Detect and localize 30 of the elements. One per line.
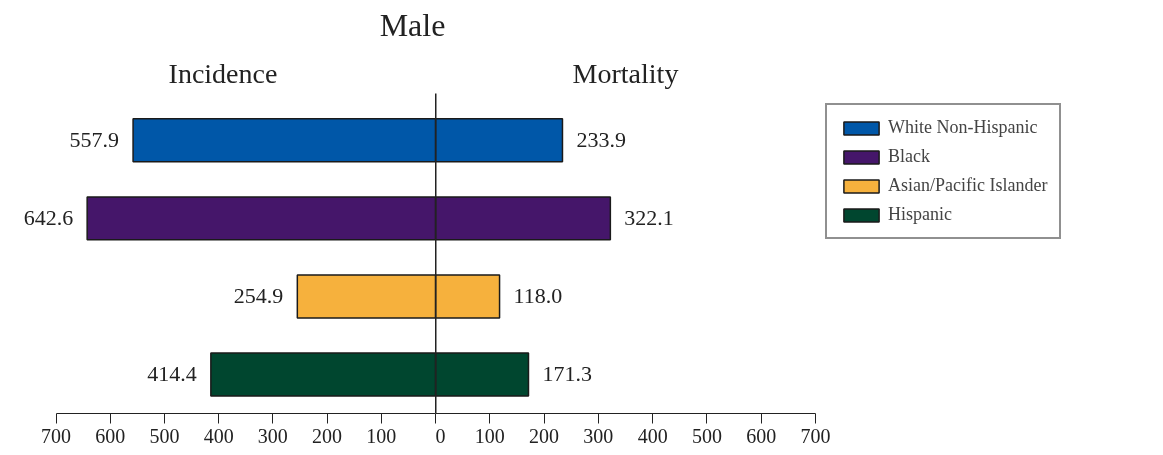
- x-tick-label: 0: [435, 424, 446, 447]
- x-tick-label: 500: [149, 424, 180, 447]
- data-label: 171.3: [542, 361, 592, 387]
- data-label: 118.0: [513, 283, 563, 309]
- chart-subtitle: Mortality: [572, 57, 679, 89]
- legend-label: White Non-Hispanic: [888, 117, 1038, 138]
- x-tick-label: 100: [474, 424, 505, 447]
- x-tick-label: 700: [41, 424, 72, 447]
- chart-title: Male: [379, 6, 446, 45]
- data-label: 414.4: [147, 361, 197, 387]
- legend-label: Hispanic: [888, 204, 952, 225]
- x-tick-label: 500: [691, 424, 722, 447]
- data-label: 322.1: [624, 205, 674, 231]
- x-tick-label: 100: [366, 424, 397, 447]
- x-tick-label: 200: [529, 424, 560, 447]
- legend-label: Asian/Pacific Islander: [888, 175, 1048, 196]
- x-tick-label: 300: [257, 424, 288, 447]
- x-tick-label: 300: [583, 424, 614, 447]
- data-label: 557.9: [69, 127, 120, 153]
- x-tick-label: 700: [800, 424, 831, 447]
- legend-label: Black: [888, 146, 930, 167]
- x-tick-label: 200: [312, 424, 343, 447]
- x-tick-label: 400: [203, 424, 234, 447]
- chart-subtitle: Incidence: [168, 57, 278, 89]
- data-label: 254.9: [233, 283, 284, 309]
- x-tick-label: 600: [95, 424, 126, 447]
- x-tick-label: 600: [746, 424, 777, 447]
- data-label: 642.6: [23, 205, 74, 231]
- x-tick-label: 400: [637, 424, 668, 447]
- data-label: 233.9: [576, 127, 626, 153]
